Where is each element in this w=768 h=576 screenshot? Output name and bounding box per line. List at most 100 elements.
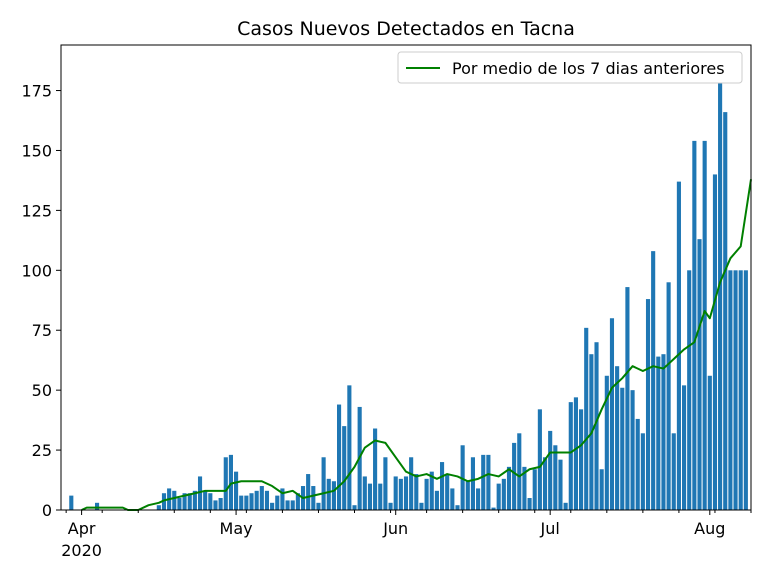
bar: [532, 469, 537, 510]
bar: [228, 454, 233, 510]
bar: [69, 495, 74, 510]
y-axis: 0 25 50 75 100 125 150 175: [21, 82, 61, 520]
bar: [244, 495, 249, 510]
legend: Por medio de los 7 dias anteriores: [397, 51, 743, 84]
bar: [275, 495, 280, 510]
bar: [630, 390, 635, 510]
bar: [558, 459, 563, 510]
bar: [687, 270, 692, 510]
bar: [280, 488, 285, 510]
bar: [527, 498, 532, 510]
chart-title: Casos Nuevos Detectados en Tacna: [237, 18, 575, 40]
bar: [609, 318, 615, 510]
y-tick-label: 150: [21, 141, 52, 160]
bar: [342, 426, 347, 510]
bar: [403, 476, 409, 510]
bar: [697, 239, 702, 510]
bar: [223, 457, 228, 510]
bar: [465, 481, 470, 510]
bar: [445, 474, 450, 510]
bar: [311, 486, 316, 510]
bar-series: [69, 66, 748, 511]
bar: [373, 428, 378, 510]
bar: [692, 140, 697, 510]
bar: [290, 500, 295, 510]
bar: [182, 493, 187, 510]
bar: [501, 478, 506, 510]
y-tick-label: 50: [32, 381, 52, 400]
bar: [383, 457, 388, 510]
x-tick-label: May: [220, 519, 253, 538]
bar: [393, 476, 398, 510]
bar: [702, 140, 707, 510]
bar: [434, 490, 439, 510]
average-line: [81, 179, 752, 511]
bar: [718, 66, 723, 510]
bar: [491, 507, 496, 510]
bar: [161, 493, 167, 510]
bar: [450, 488, 455, 510]
bar: [156, 505, 161, 510]
bar: [331, 481, 336, 510]
bar: [94, 502, 100, 510]
bar: [682, 385, 687, 510]
bar: [548, 430, 553, 510]
bar: [635, 418, 640, 510]
bar: [542, 457, 548, 510]
bar: [362, 476, 367, 510]
bar: [419, 502, 424, 510]
bar: [460, 445, 465, 510]
x-tick-sublabel: 2020: [61, 541, 102, 560]
bar: [424, 478, 429, 510]
bar: [738, 270, 743, 510]
x-axis: Apr 2020 May Jun Jul Aug: [61, 510, 752, 560]
bar: [522, 466, 527, 510]
bar: [429, 471, 434, 510]
bar: [743, 270, 748, 510]
bar: [640, 433, 645, 510]
bar: [645, 299, 651, 510]
x-tick-label: Jul: [540, 519, 560, 538]
bar: [213, 500, 218, 510]
bar: [712, 174, 718, 510]
bar: [620, 387, 625, 510]
bar: [409, 457, 414, 510]
bar: [579, 409, 584, 510]
bar: [264, 490, 270, 510]
bar: [270, 502, 275, 510]
bar: [197, 476, 203, 510]
bar: [707, 375, 712, 510]
bar: [733, 270, 738, 510]
y-tick-label: 75: [32, 321, 52, 340]
y-tick-label: 125: [21, 201, 52, 220]
bar: [218, 498, 223, 510]
bar: [455, 505, 460, 510]
bar: [239, 495, 244, 510]
bar: [414, 474, 419, 510]
bar: [352, 505, 357, 510]
bar: [599, 469, 604, 510]
bar: [337, 404, 342, 510]
bar: [584, 327, 589, 510]
bar: [671, 433, 676, 510]
bar: [573, 397, 578, 510]
x-tick-label: Apr: [68, 519, 96, 538]
bar: [661, 354, 666, 510]
bar: [172, 490, 177, 510]
bar: [563, 502, 568, 510]
bar: [470, 457, 475, 510]
x-tick-label: Aug: [694, 519, 725, 538]
y-tick-label: 100: [21, 261, 52, 280]
x-tick-label: Jun: [382, 519, 408, 538]
bar: [568, 402, 573, 510]
bar: [347, 385, 352, 510]
bar: [306, 474, 311, 510]
bar: [553, 445, 558, 510]
bar: [187, 493, 192, 510]
bar: [249, 493, 254, 510]
bar: [398, 478, 403, 510]
legend-box: [397, 51, 743, 84]
bar: [476, 488, 481, 510]
bar: [496, 483, 501, 510]
